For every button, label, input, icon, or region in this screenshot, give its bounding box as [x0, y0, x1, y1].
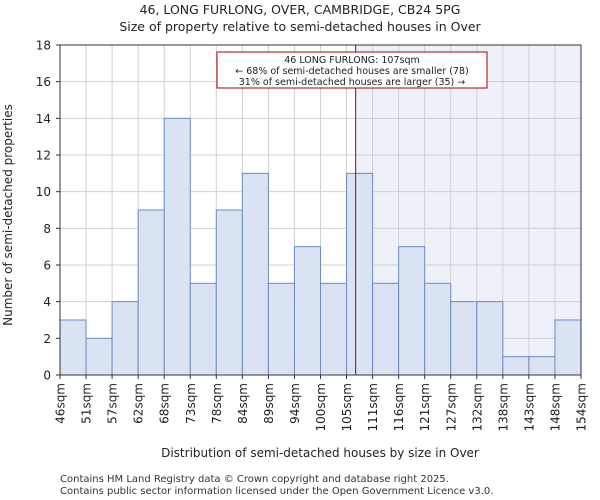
histogram-bar [372, 282, 400, 376]
histogram-bar [293, 246, 322, 376]
x-tick-label: 94sqm [288, 383, 302, 424]
x-tick-label: 127sqm [444, 383, 458, 431]
histogram-bar [398, 246, 426, 376]
x-tick-label: 105sqm [340, 383, 354, 431]
histogram-bar [215, 209, 243, 376]
x-axis-label: Distribution of semi-detached houses by … [161, 446, 479, 460]
footer-copyright: Contains HM Land Registry data © Crown c… [60, 474, 449, 485]
histogram-bar [424, 282, 452, 376]
x-tick-label: 143sqm [522, 383, 536, 431]
histogram-bar [502, 356, 530, 376]
histogram-bar [320, 282, 348, 376]
histogram-bar [241, 172, 269, 376]
y-axis-label: Number of semi-detached properties [1, 104, 15, 326]
x-tick-label: 121sqm [418, 383, 432, 431]
x-tick-label: 73sqm [184, 383, 198, 424]
histogram-bar [346, 172, 374, 376]
chart-title-address: 46, LONG FURLONG, OVER, CAMBRIDGE, CB24 … [139, 2, 461, 17]
y-tick-label: 10 [36, 185, 51, 199]
histogram-bar [450, 301, 478, 376]
histogram-bar [59, 319, 87, 376]
x-tick-label: 154sqm [575, 383, 589, 431]
x-tick-label: 62sqm [132, 383, 146, 424]
histogram-bar [189, 282, 217, 376]
y-tick-label: 2 [43, 332, 51, 346]
x-tick-label: 100sqm [314, 383, 328, 431]
x-tick-label: 138sqm [496, 383, 510, 431]
y-tick-label: 16 [36, 75, 51, 89]
histogram-bar [476, 301, 504, 376]
histogram-bar [267, 282, 295, 376]
x-tick-label: 84sqm [236, 383, 250, 424]
x-tick-label: 57sqm [106, 383, 120, 424]
x-tick-label: 46sqm [54, 383, 68, 424]
histogram-chart: 46 LONG FURLONG: 107sqm← 68% of semi-det… [1, 39, 589, 461]
histogram-bar [528, 356, 556, 376]
x-tick-label: 68sqm [158, 383, 172, 424]
annotation-box [216, 51, 488, 89]
footer-licence: Contains public sector information licen… [60, 486, 494, 497]
histogram-bar [137, 209, 165, 376]
x-tick-label: 132sqm [470, 383, 484, 431]
y-tick-label: 6 [43, 259, 51, 273]
x-tick-label: 111sqm [366, 383, 380, 431]
x-tick-label: 148sqm [548, 383, 562, 431]
x-tick-label: 78sqm [210, 383, 224, 424]
histogram-bar [554, 319, 582, 376]
histogram-bar [85, 337, 113, 376]
x-tick-label: 89sqm [262, 383, 276, 424]
y-tick-label: 8 [43, 222, 51, 236]
chart-title: Size of property relative to semi-detach… [119, 19, 481, 34]
annotation-line-1: 46 LONG FURLONG: 107sqm [284, 55, 420, 66]
y-tick-label: 18 [36, 39, 51, 53]
histogram-bar [111, 301, 139, 376]
histogram-bar [163, 117, 191, 376]
y-tick-label: 12 [36, 149, 51, 163]
y-tick-label: 4 [43, 295, 51, 309]
y-tick-label: 0 [43, 369, 51, 383]
x-tick-label: 116sqm [392, 383, 406, 431]
annotation-line-3: 31% of semi-detached houses are larger (… [239, 77, 466, 88]
x-tick-label: 51sqm [80, 383, 94, 424]
annotation-line-2: ← 68% of semi-detached houses are smalle… [235, 66, 469, 77]
y-tick-label: 14 [36, 112, 51, 126]
